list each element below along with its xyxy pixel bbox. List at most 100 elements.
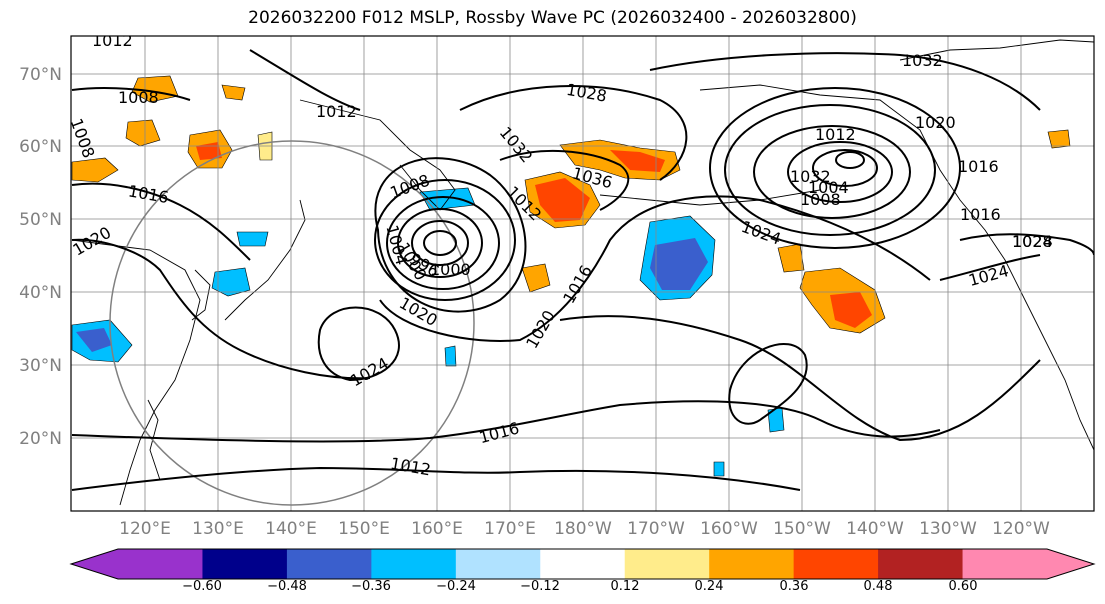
contour-label: 1032 [902,51,943,70]
asia-coast [71,239,201,506]
coastlines [71,39,1094,506]
high-subtropical-2 [317,306,400,382]
mslp-contours [71,49,1094,491]
lon-label: 150°W [773,519,831,539]
colorbar-tick-label: 0.48 [864,579,893,594]
contour-1016-long [71,400,941,443]
contour-label: 1032 [790,167,831,186]
contour-1024-central [559,315,1041,442]
lat-label: 60°N [19,137,62,157]
lon-label: 170°E [484,519,536,539]
colorbar-bin [709,549,795,579]
latitude-labels: 70°N 60°N 50°N 40°N 30°N 20°N [19,65,62,449]
negative-anomaly-core [650,238,708,290]
lat-label: 50°N [19,210,62,230]
positive-anomaly-core-1 [610,150,665,172]
negative-anomaly-japan [211,267,251,297]
colorbar-tick-label: 0.24 [695,579,724,594]
lon-label: 150°E [338,519,390,539]
colorbar-bin [793,549,879,579]
longitude-labels: 120°E 130°E 140°E 150°E 160°E 170°E 180°… [119,519,1050,539]
lon-label: 160°W [700,519,758,539]
region-circle [109,140,475,506]
low-contour-1 [411,220,469,266]
negative-anomaly-west-core [76,328,112,352]
negative-anomaly-small-4 [713,461,725,477]
contour-label: 1008 [118,88,159,107]
colorbar [69,548,1096,580]
colorbar-extend-max [1047,549,1094,579]
contour-1012-west [249,49,361,111]
lat-label: 70°N [19,65,62,85]
ak-low-center [835,151,865,169]
colorbar-bin [118,549,203,579]
alaska-coast [699,84,1094,451]
colorbar-tick-label: −0.36 [351,579,391,594]
colorbar-bin [455,549,541,579]
ak-low-4 [724,104,936,236]
contour-1008-west [71,87,191,101]
lat-label: 30°N [19,356,62,376]
contour-1032-north [649,52,1041,111]
contour-1036-center [499,149,630,211]
map-title: 2026032200 F012 MSLP, Rossby Wave PC (20… [248,8,857,28]
lat-label: 40°N [19,283,62,303]
anomaly-fills [71,75,1071,477]
korea-coast [191,269,211,321]
contour-label: 1016 [958,157,999,176]
positive-anomaly-west-edge [71,157,119,183]
philippines [147,399,161,481]
positive-anomaly-small-2 [777,243,805,273]
arctic-coast [899,39,1094,61]
contour-label: 1000 [430,260,471,279]
positive-anomaly-small-1 [521,263,551,293]
contour-label: 1012 [815,125,856,144]
lon-label: 120°E [119,519,171,539]
contour-1020-west [71,238,371,380]
negative-anomaly-small-2 [444,345,457,367]
low-center-1 [423,230,457,256]
lon-label: 130°E [192,519,244,539]
lon-label: 130°W [919,519,977,539]
low-contour-5 [374,157,527,313]
kamchatka-coast [299,99,456,211]
aleutians [599,189,821,206]
low-contour-2 [397,208,483,278]
colorbar-tick-label: −0.12 [520,579,560,594]
contour-1012-south [71,466,801,491]
lat-label: 20°N [19,429,62,449]
positive-anomaly-siberia-core [196,142,222,160]
contour-label: 1028 [1012,232,1053,251]
low-contour-4 [374,179,516,301]
contour-1028-north [459,85,688,181]
ak-low-2 [787,141,893,203]
ak-low-3 [753,125,911,219]
contour-1024-east [939,254,1041,281]
positive-anomaly-small-4 [1047,129,1071,149]
lon-label: 180°W [554,519,612,539]
contour-label: 1024 [1012,232,1053,251]
colorbar-bin [286,549,372,579]
lon-label: 120°W [992,519,1050,539]
contour-label: 1020 [915,113,956,132]
negative-anomaly-small-1 [236,231,269,247]
colorbar-bin [624,549,710,579]
colorbar-tick-labels: −0.60 −0.48 −0.36 −0.24 −0.12 0.12 0.24 … [182,579,977,594]
colorbar-extend-min [71,549,118,579]
colorbar-bin [540,549,626,579]
positive-anomaly-far-nw [125,119,161,147]
contour-label: 1016 [960,205,1001,224]
lon-label: 160°E [411,519,463,539]
contour-label: 1012 [316,102,357,121]
positive-anomaly-core-3 [830,292,872,328]
contour-label: 1008 [800,190,841,209]
colorbar-tick-label: −0.60 [182,579,222,594]
contour-label: 1012 [92,31,133,50]
contour-label: 1004 [808,178,849,197]
colorbar-bin [878,549,964,579]
lon-label: 140°E [265,519,317,539]
contour-1016-west [71,182,251,261]
colorbar-tick-label: 0.36 [780,579,809,594]
contour-1020-central [379,195,931,342]
